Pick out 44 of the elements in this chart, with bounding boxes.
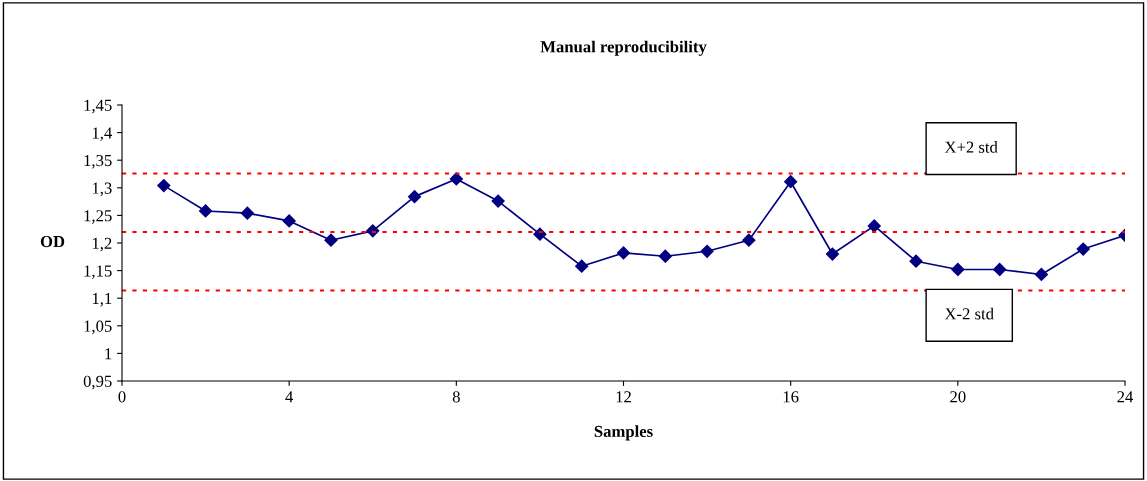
point bbox=[993, 262, 1007, 277]
point bbox=[240, 206, 254, 220]
y-tick-label: 1,4 bbox=[92, 127, 113, 141]
point bbox=[282, 214, 296, 228]
y-tick-label: 0,95 bbox=[83, 375, 112, 390]
y-tick-label: 1,25 bbox=[84, 210, 112, 224]
x-tick-label: 4 bbox=[285, 391, 294, 403]
point bbox=[1034, 267, 1049, 282]
y-tick-label: 1,2 bbox=[92, 237, 112, 252]
y-tick-label: 1,15 bbox=[84, 265, 112, 279]
x-tick-label: 24 bbox=[1117, 391, 1134, 403]
point bbox=[784, 175, 798, 189]
y-tick-label: 1,1 bbox=[92, 292, 112, 307]
point bbox=[658, 249, 672, 263]
point bbox=[742, 233, 756, 247]
y-axis-title: OD bbox=[40, 235, 65, 248]
point bbox=[491, 194, 505, 208]
point bbox=[825, 247, 840, 261]
point bbox=[449, 172, 463, 186]
point bbox=[575, 259, 589, 273]
x-tick-label: 8 bbox=[452, 391, 460, 403]
x-tick-label: 12 bbox=[616, 391, 631, 403]
ref-line-label: X-2 std bbox=[944, 307, 994, 320]
x-tick-label: 0 bbox=[118, 391, 126, 403]
x-tick-label: 20 bbox=[950, 391, 966, 403]
ref-line-label: X+2 std bbox=[944, 141, 998, 153]
y-tick-label: 1,45 bbox=[84, 99, 112, 114]
point bbox=[407, 190, 422, 204]
point bbox=[157, 179, 171, 193]
point bbox=[951, 262, 965, 277]
point bbox=[867, 219, 881, 233]
y-tick-label: 1 bbox=[105, 348, 112, 360]
point bbox=[909, 254, 923, 268]
y-tick-label: 1,3 bbox=[92, 182, 112, 197]
point bbox=[700, 244, 714, 258]
x-tick-label: 16 bbox=[783, 391, 799, 403]
y-tick-label: 1,05 bbox=[84, 320, 112, 335]
chart-title: Manual reproducibility bbox=[540, 40, 707, 56]
point bbox=[324, 233, 338, 247]
point bbox=[1076, 242, 1090, 256]
point bbox=[198, 204, 213, 218]
point bbox=[616, 246, 631, 260]
x-axis-title: Samples bbox=[594, 425, 653, 441]
y-tick-label: 1,35 bbox=[84, 154, 112, 169]
